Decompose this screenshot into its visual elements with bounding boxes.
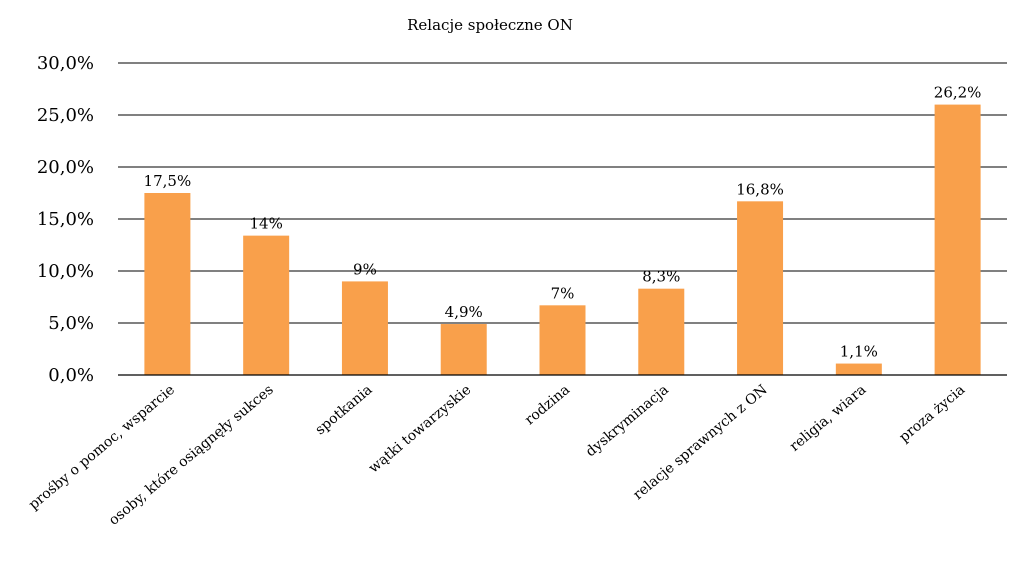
bars [144,104,981,375]
y-tick-label: 30,0% [37,53,94,74]
data-labels: 17,5% 14% 9% 4,9% 7% 8,3% 16,8% 1,1% 26,2% [144,84,982,361]
x-tick-label: rodzina [522,382,573,429]
data-label: 16,8% [736,180,784,198]
chart-title: Relacje społeczne ON [407,16,573,34]
bar [638,288,685,375]
data-label: 7% [551,284,575,302]
y-axis-ticks: 0,0% 5,0% 10,0% 15,0% 20,0% 25,0% 30,0% [37,53,94,386]
data-label: 4,9% [445,303,483,321]
y-tick-label: 15,0% [37,209,94,230]
data-label: 8,3% [642,268,680,286]
bar [539,305,586,375]
x-tick-label: dyskryminacja [583,382,672,460]
y-tick-label: 5,0% [48,313,94,334]
x-tick-label: religia, wiara [787,382,870,455]
bar [737,201,784,375]
bar [835,363,882,375]
data-label: 1,1% [840,343,878,361]
y-tick-label: 20,0% [37,157,94,178]
data-label: 14% [249,215,282,233]
bar [934,104,981,375]
y-tick-label: 10,0% [37,261,94,282]
data-label: 9% [353,260,377,278]
bar [243,235,290,375]
bar [440,324,487,375]
x-tick-label: wątki towarzyskie [366,382,474,477]
x-tick-label: spotkania [312,382,375,439]
data-label: 26,2% [934,84,982,102]
y-tick-label: 25,0% [37,105,94,126]
bar [144,193,191,375]
data-label: 17,5% [144,172,192,190]
bar [341,281,388,375]
x-tick-label: osoby, które osiągnęły sukces [106,382,277,529]
y-tick-label: 0,0% [48,365,94,386]
x-tick-label: proza życia [896,382,968,446]
